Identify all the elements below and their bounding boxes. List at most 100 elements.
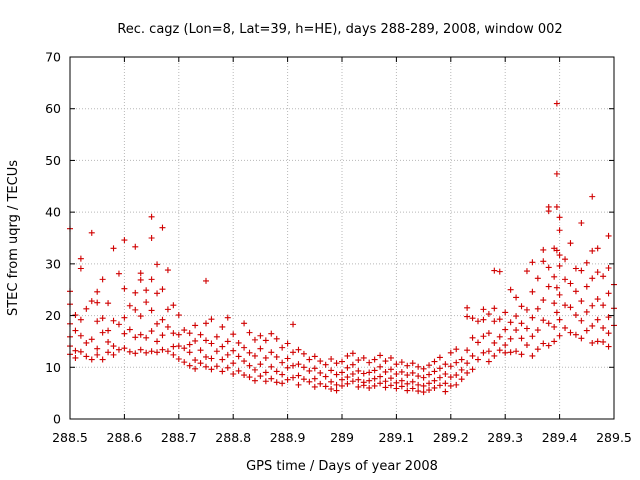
data-point (513, 348, 520, 355)
data-point (300, 350, 307, 357)
data-point (523, 325, 530, 332)
data-point (447, 349, 454, 356)
data-point (398, 359, 405, 366)
data-point (115, 321, 122, 328)
data-point (192, 357, 199, 364)
data-point (110, 351, 117, 358)
data-point (415, 381, 422, 388)
data-point (328, 367, 335, 374)
data-point (502, 349, 509, 356)
data-point (594, 316, 601, 323)
data-point (578, 335, 585, 342)
data-point (529, 333, 536, 340)
data-point (442, 361, 449, 368)
data-point (262, 354, 269, 361)
y-tick-label: 30 (45, 256, 61, 271)
data-point (197, 347, 204, 354)
data-point (594, 338, 601, 345)
data-point (208, 366, 215, 373)
data-point (534, 305, 541, 312)
data-point (99, 329, 106, 336)
data-point (355, 357, 362, 364)
data-point (311, 383, 318, 390)
data-point (382, 384, 389, 391)
data-point (387, 382, 394, 389)
x-tick-label: 289.4 (542, 430, 578, 445)
data-point (300, 376, 307, 383)
y-tick-label: 70 (45, 50, 61, 65)
data-point (534, 346, 541, 353)
y-tick-label: 10 (45, 360, 61, 375)
data-point (355, 367, 362, 374)
data-point (360, 382, 367, 389)
y-tick-label: 0 (53, 412, 61, 427)
data-point (115, 346, 122, 353)
data-point (366, 359, 373, 366)
data-point (464, 360, 471, 367)
data-point (387, 375, 394, 382)
data-point (420, 382, 427, 389)
data-point (464, 313, 471, 320)
data-point (605, 343, 612, 350)
data-point (126, 348, 133, 355)
data-point (339, 358, 345, 365)
data-point (415, 363, 422, 370)
grid-lines (70, 57, 614, 419)
data-point (159, 316, 166, 323)
data-point (436, 354, 443, 361)
data-point (404, 380, 411, 387)
x-tick-label: 288.7 (161, 430, 197, 445)
data-point (246, 374, 253, 381)
data-point (77, 332, 84, 339)
data-point (507, 349, 514, 356)
y-tick-label: 50 (45, 153, 61, 168)
data-point (203, 353, 209, 360)
data-point (170, 330, 177, 337)
data-point (562, 324, 569, 331)
data-point (553, 309, 560, 316)
data-point (246, 349, 253, 356)
axis-ticks: 288.5 288.6 288.7 288.8 288.9 289 289.1 289.2 28… (45, 50, 632, 446)
data-point (431, 377, 438, 384)
data-point (219, 368, 226, 375)
data-point (491, 339, 498, 346)
data-point (545, 342, 552, 349)
data-point (268, 363, 275, 370)
data-point (605, 264, 612, 271)
data-point (268, 330, 275, 337)
data-point (529, 352, 536, 359)
data-point (121, 314, 128, 321)
data-point (110, 317, 117, 324)
data-point (409, 378, 416, 385)
data-point (306, 367, 313, 374)
data-point (290, 321, 297, 328)
data-point (447, 374, 454, 381)
data-point (241, 320, 248, 327)
data-point (475, 339, 481, 346)
data-point (551, 323, 558, 330)
data-point (344, 374, 351, 381)
data-point (213, 348, 220, 355)
data-point (143, 349, 150, 356)
data-point (540, 297, 547, 304)
data-point (540, 258, 547, 265)
data-point (393, 361, 400, 368)
x-tick-label: 288.5 (52, 430, 88, 445)
data-point (186, 362, 193, 369)
data-point (279, 371, 286, 378)
data-point (295, 346, 302, 353)
data-point (339, 369, 345, 376)
data-point (273, 379, 280, 386)
data-point (589, 302, 596, 309)
data-point (126, 302, 133, 309)
data-point (317, 358, 324, 365)
data-point (398, 368, 405, 375)
data-point (110, 245, 117, 252)
data-point (159, 346, 166, 353)
data-point (279, 359, 286, 366)
data-point (404, 362, 411, 369)
data-point (295, 361, 302, 368)
data-point (366, 384, 373, 391)
data-point (279, 344, 286, 351)
data-point (453, 359, 460, 366)
